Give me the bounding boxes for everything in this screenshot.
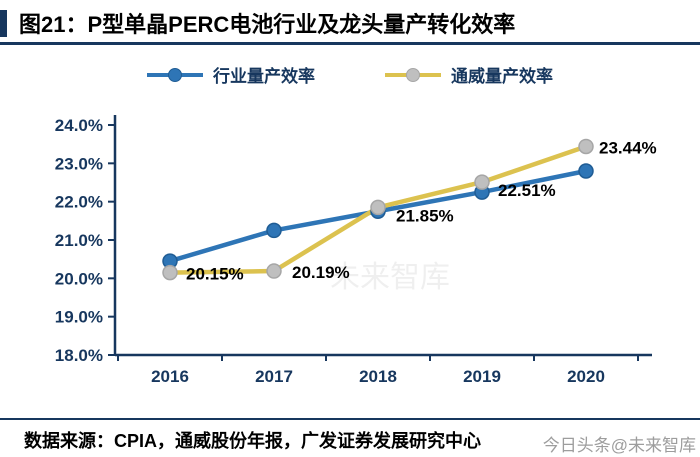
legend-line-industry xyxy=(147,67,203,82)
svg-text:22.0%: 22.0% xyxy=(55,193,103,212)
svg-text:23.44%: 23.44% xyxy=(599,138,657,157)
header-divider xyxy=(0,42,700,45)
legend-item-industry: 行业量产效率 xyxy=(147,62,315,87)
svg-text:20.15%: 20.15% xyxy=(186,265,244,284)
legend-label-industry: 行业量产效率 xyxy=(213,67,315,86)
figure-header: 图21：P型单晶PERC电池行业及龙头量产转化效率 xyxy=(0,7,515,39)
svg-text:2020: 2020 xyxy=(567,367,605,386)
svg-text:24.0%: 24.0% xyxy=(55,116,103,135)
chart-legend: 行业量产效率 通威量产效率 xyxy=(0,62,700,87)
svg-text:19.0%: 19.0% xyxy=(55,308,103,327)
legend-item-tongwei: 通威量产效率 xyxy=(385,62,553,87)
line-chart: 18.0% 19.0% 20.0% 21.0% 22.0% 23.0% 24.0% 2016 2… xyxy=(55,115,657,386)
watermark-bottom-right-text: 今日头条@未来智库 xyxy=(542,436,696,455)
svg-text:2016: 2016 xyxy=(151,367,189,386)
legend-marker-tongwei xyxy=(406,67,420,82)
svg-text:21.0%: 21.0% xyxy=(55,231,103,250)
svg-text:21.85%: 21.85% xyxy=(396,206,454,225)
svg-text:20.0%: 20.0% xyxy=(55,269,103,288)
legend-marker-industry xyxy=(168,67,182,82)
title-accent-bar xyxy=(0,9,7,37)
svg-text:22.51%: 22.51% xyxy=(498,181,556,200)
svg-text:2019: 2019 xyxy=(463,367,501,386)
svg-text:2018: 2018 xyxy=(359,367,397,386)
svg-text:23.0%: 23.0% xyxy=(55,154,103,173)
data-source-text: 数据来源：CPIA，通威股份年报，广发证券发展研究中心 xyxy=(24,431,482,451)
svg-text:20.19%: 20.19% xyxy=(292,263,350,282)
legend-line-tongwei xyxy=(385,67,441,82)
svg-text:2017: 2017 xyxy=(255,367,293,386)
figure-title: 图21：P型单晶PERC电池行业及龙头量产转化效率 xyxy=(19,12,516,37)
footer-divider xyxy=(0,418,700,420)
svg-text:18.0%: 18.0% xyxy=(55,346,103,365)
legend-label-tongwei: 通威量产效率 xyxy=(451,67,553,86)
